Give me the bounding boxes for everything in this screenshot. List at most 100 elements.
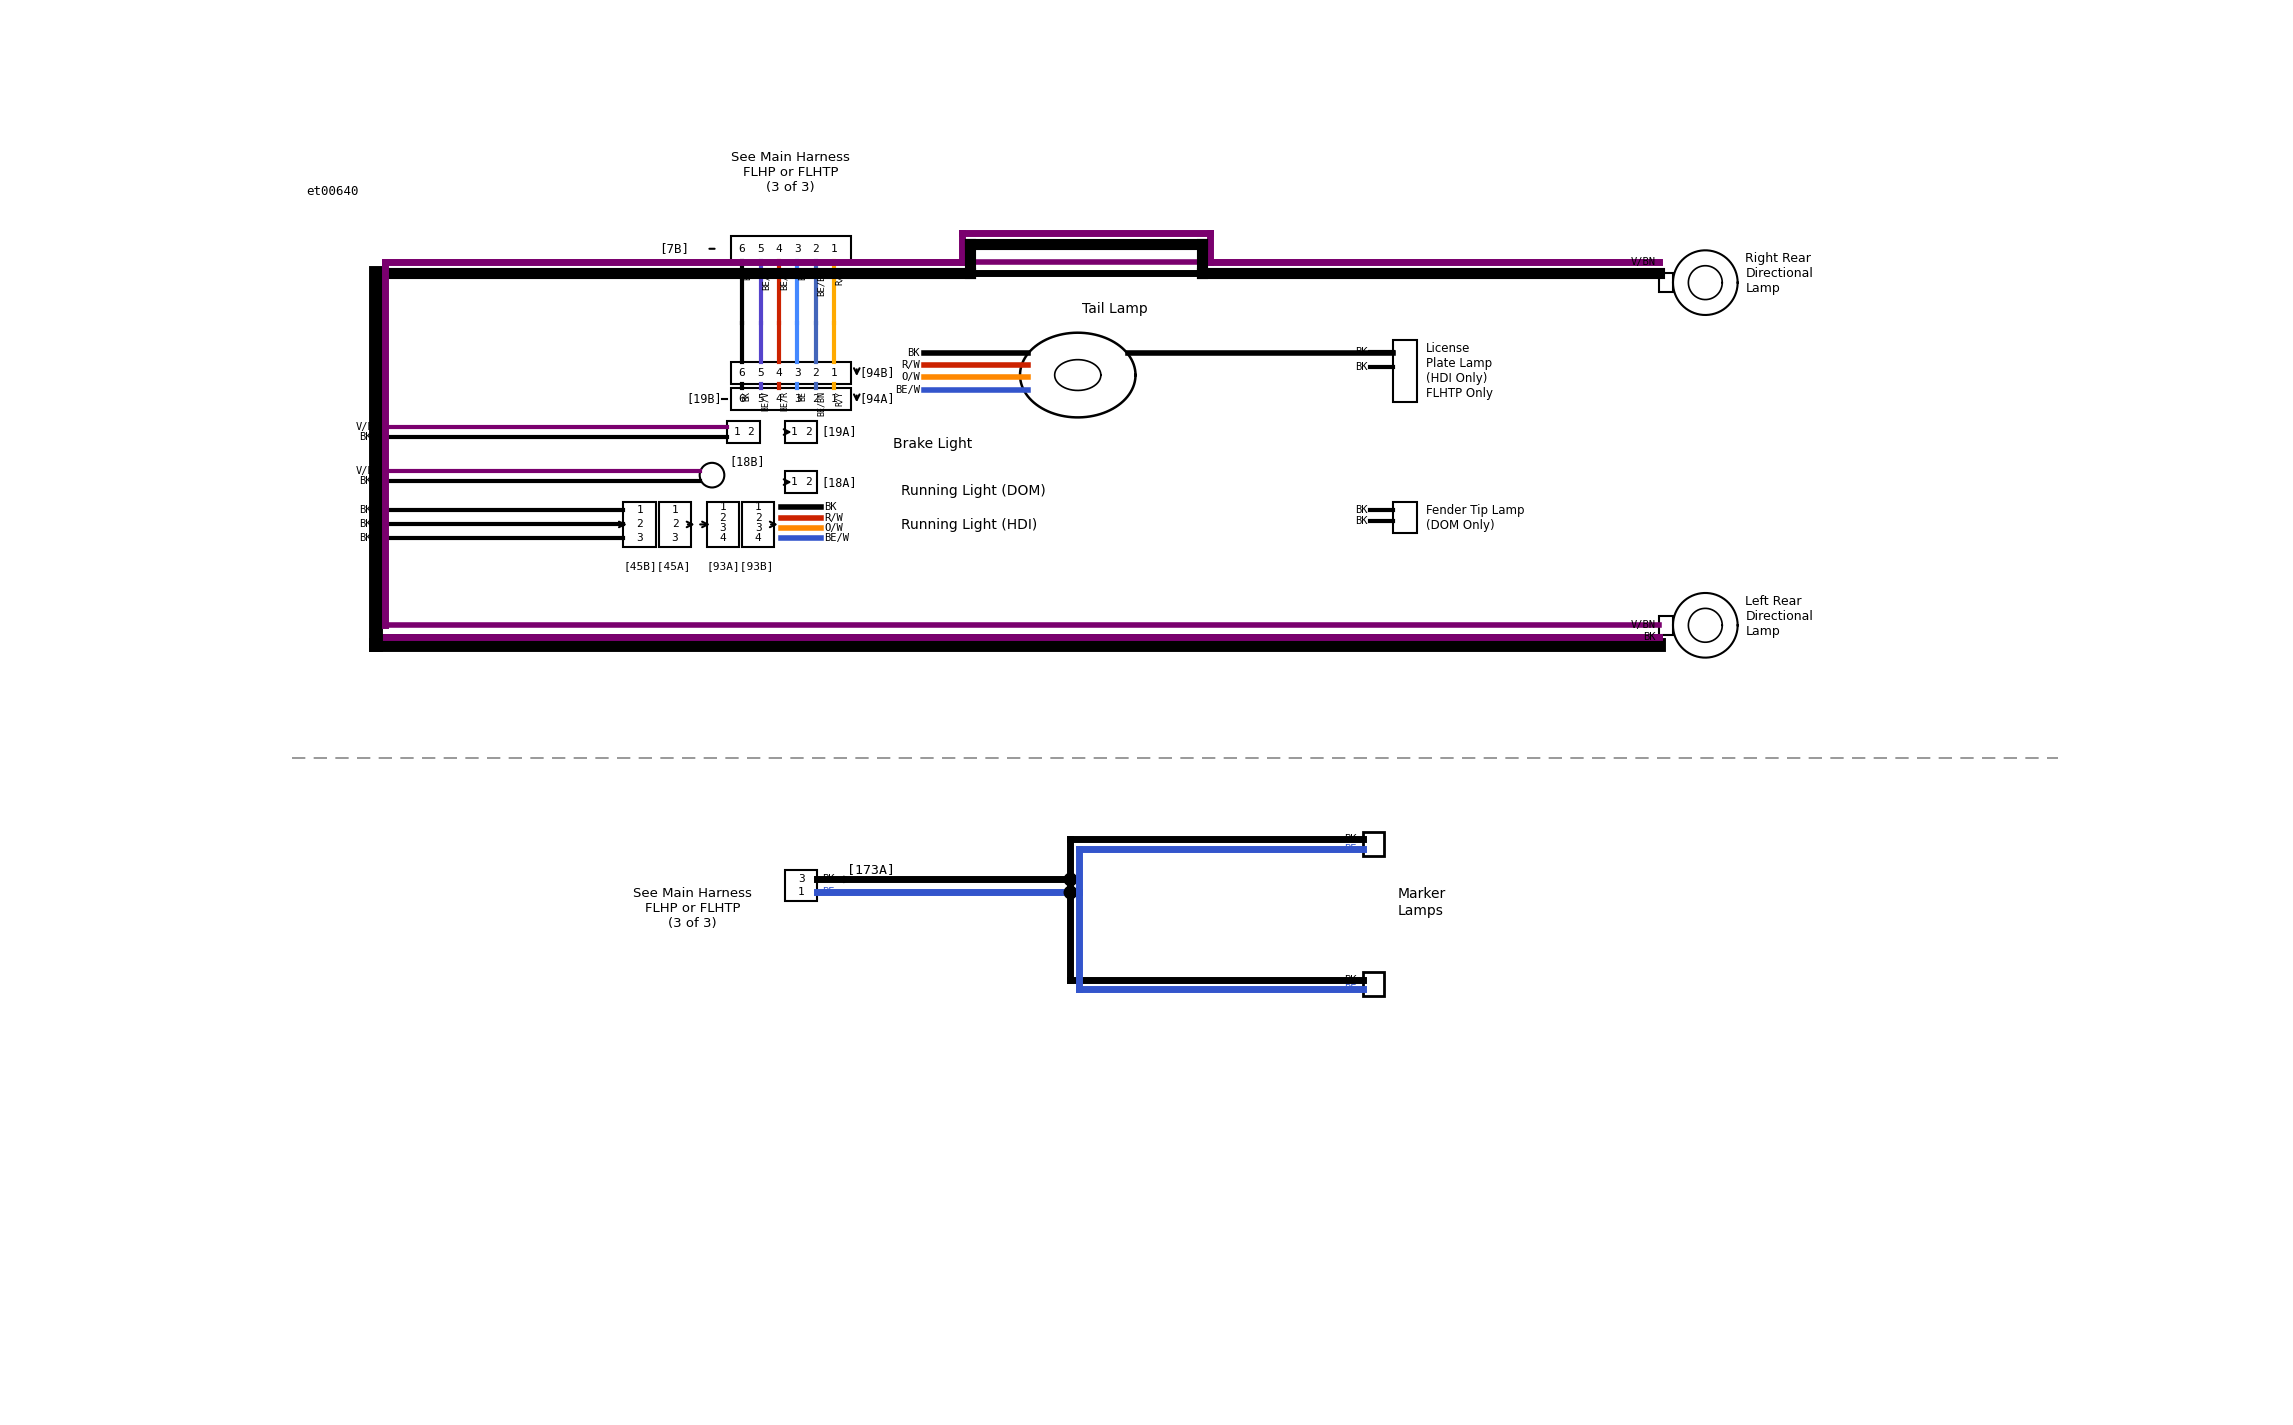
Text: R/Y: R/Y: [835, 392, 844, 406]
Text: BE: BE: [823, 886, 835, 896]
Text: [94A]: [94A]: [860, 392, 897, 406]
Text: BK: BK: [1644, 268, 1656, 278]
Bar: [658, 502, 690, 547]
Text: BE: BE: [1344, 844, 1357, 854]
Text: BK: BK: [1355, 362, 1369, 372]
Text: BE/R: BE/R: [780, 392, 789, 412]
Text: [19B]: [19B]: [686, 392, 722, 406]
Text: 2: 2: [812, 393, 819, 403]
Text: BE: BE: [798, 269, 807, 279]
Text: 4: 4: [720, 533, 727, 543]
Text: 6: 6: [738, 244, 745, 254]
Text: 1: 1: [791, 428, 798, 437]
Bar: [1394, 502, 1417, 533]
Text: BK: BK: [360, 432, 371, 442]
Text: 3: 3: [798, 875, 805, 885]
Text: Tail Lamp: Tail Lamp: [1082, 302, 1146, 316]
Text: 2: 2: [720, 513, 727, 523]
Text: 1: 1: [830, 393, 837, 403]
Text: Left Rear
Directional
Lamp: Left Rear Directional Lamp: [1745, 594, 1814, 637]
Text: 2: 2: [805, 428, 812, 437]
Text: See Main Harness
FLHP or FLHTP
(3 of 3): See Main Harness FLHP or FLHTP (3 of 3): [731, 151, 851, 194]
Text: 5: 5: [757, 393, 764, 403]
Text: BK: BK: [823, 875, 835, 885]
Text: V/BN: V/BN: [1630, 620, 1656, 630]
Text: et00640: et00640: [307, 185, 358, 198]
Text: BE: BE: [1344, 983, 1357, 993]
Bar: [784, 871, 819, 901]
Bar: [727, 422, 759, 443]
Text: O/W: O/W: [825, 523, 844, 533]
Bar: [784, 472, 819, 493]
Text: 2: 2: [805, 477, 812, 487]
Text: 3: 3: [793, 244, 800, 254]
Text: BK: BK: [825, 503, 837, 513]
Text: R/Y: R/Y: [835, 269, 844, 285]
Text: BK: BK: [1344, 835, 1357, 845]
Text: 3: 3: [793, 393, 800, 403]
Text: 2: 2: [635, 519, 642, 529]
Text: 2: 2: [812, 368, 819, 378]
Text: See Main Harness
FLHP or FLHTP
(3 of 3): See Main Harness FLHP or FLHTP (3 of 3): [633, 888, 752, 931]
Text: [94B]: [94B]: [860, 366, 897, 379]
Text: Running Light (HDI): Running Light (HDI): [901, 519, 1036, 532]
Bar: [784, 422, 819, 443]
Text: BE/V: BE/V: [761, 269, 770, 291]
Text: 5: 5: [757, 368, 764, 378]
Text: BK: BK: [1344, 975, 1357, 985]
Bar: [1660, 616, 1674, 634]
Text: R/W: R/W: [901, 361, 919, 370]
Text: [173A]: [173A]: [846, 864, 894, 876]
Bar: [731, 237, 851, 261]
Text: [7B]: [7B]: [658, 242, 688, 255]
Text: 6: 6: [738, 393, 745, 403]
Text: BK: BK: [360, 476, 371, 486]
Text: BE/W: BE/W: [894, 385, 919, 396]
Text: BK: BK: [360, 519, 371, 529]
Text: O/W: O/W: [901, 372, 919, 382]
Text: BK: BK: [360, 504, 371, 514]
Text: 3: 3: [754, 523, 761, 533]
Circle shape: [699, 463, 725, 487]
Text: 2: 2: [672, 519, 679, 529]
Text: 6: 6: [738, 368, 745, 378]
Text: 1: 1: [791, 477, 798, 487]
Text: BK: BK: [908, 349, 919, 359]
Text: 2: 2: [754, 513, 761, 523]
Text: R/W: R/W: [825, 513, 844, 523]
Text: [45B][45A]: [45B][45A]: [624, 560, 690, 570]
Text: License
Plate Lamp
(HDI Only)
FLHTP Only: License Plate Lamp (HDI Only) FLHTP Only: [1426, 342, 1493, 400]
Text: BK: BK: [743, 269, 752, 279]
Text: [18B]: [18B]: [729, 455, 764, 467]
Text: 1: 1: [720, 503, 727, 513]
Text: 1: 1: [830, 244, 837, 254]
Text: BE/W: BE/W: [825, 533, 848, 543]
Text: V/BN: V/BN: [1630, 256, 1656, 266]
Text: 1: 1: [798, 886, 805, 896]
Text: [93A][93B]: [93A][93B]: [706, 560, 775, 570]
Bar: [743, 502, 775, 547]
Text: 1: 1: [672, 504, 679, 514]
Text: BE/R: BE/R: [780, 269, 789, 291]
Text: Fender Tip Lamp
(DOM Only): Fender Tip Lamp (DOM Only): [1426, 503, 1525, 532]
Text: BE/BN: BE/BN: [816, 269, 825, 295]
Text: BE/V: BE/V: [761, 392, 770, 412]
Text: [19A]: [19A]: [821, 426, 858, 439]
Bar: [624, 502, 656, 547]
Text: 3: 3: [793, 368, 800, 378]
Bar: [1394, 341, 1417, 402]
Bar: [731, 362, 851, 383]
Text: BK: BK: [743, 392, 752, 402]
Text: V/BN: V/BN: [355, 466, 381, 476]
Text: BK: BK: [1355, 516, 1369, 526]
Bar: [1362, 972, 1385, 996]
Text: BK: BK: [1644, 631, 1656, 641]
Text: Running Light (DOM): Running Light (DOM): [901, 483, 1046, 497]
Text: 4: 4: [754, 533, 761, 543]
Text: 2: 2: [812, 244, 819, 254]
Text: 3: 3: [635, 533, 642, 543]
Text: 5: 5: [757, 244, 764, 254]
Text: BE: BE: [798, 392, 807, 402]
Text: 4: 4: [775, 244, 782, 254]
Bar: [706, 502, 738, 547]
